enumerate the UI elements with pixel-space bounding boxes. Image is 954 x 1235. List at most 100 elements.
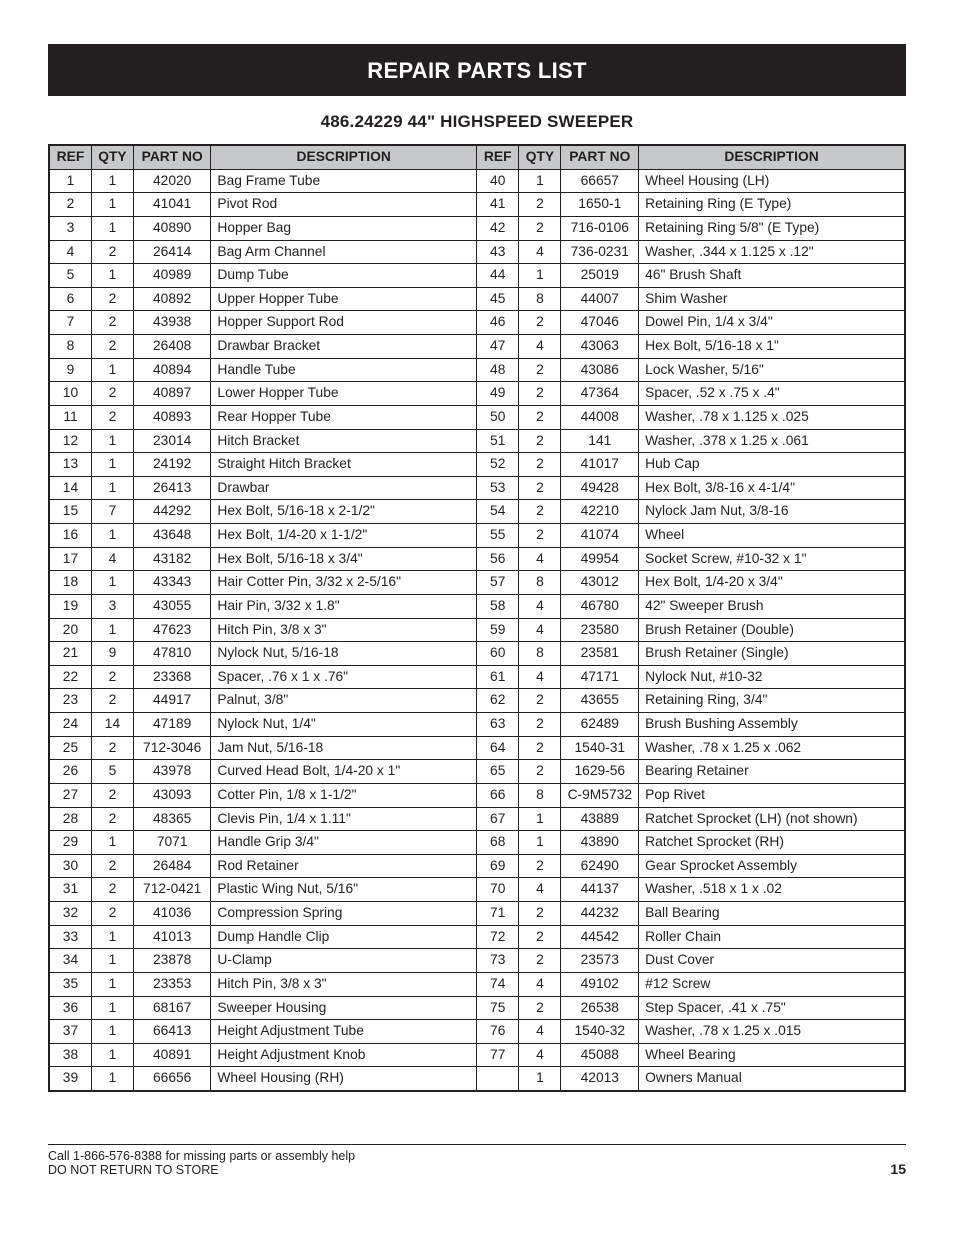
table-row: 22223368Spacer, .76 x 1 x .76" <box>50 665 477 689</box>
cell-qty: 2 <box>519 500 561 524</box>
cell-part: 43978 <box>133 760 210 784</box>
cell-desc: Wheel Bearing <box>639 1043 905 1067</box>
table-row: 3140890Hopper Bag <box>50 216 477 240</box>
cell-qty: 4 <box>519 972 561 996</box>
cell-ref: 25 <box>50 736 92 760</box>
table-row: 68143890Ratchet Sprocket (RH) <box>477 831 905 855</box>
table-row: 62243655Retaining Ring, 3/4" <box>477 689 905 713</box>
cell-part: 43093 <box>133 783 210 807</box>
cell-ref: 10 <box>50 382 92 406</box>
table-row: 668C-9M5732Pop Rivet <box>477 783 905 807</box>
cell-ref: 32 <box>50 902 92 926</box>
cell-qty: 2 <box>91 783 133 807</box>
table-row: 60823581Brush Retainer (Single) <box>477 642 905 666</box>
cell-qty: 7 <box>91 500 133 524</box>
cell-desc: Hitch Pin, 3/8 x 3" <box>211 618 477 642</box>
cell-part: 23014 <box>133 429 210 453</box>
cell-part: 44007 <box>561 287 639 311</box>
cell-part: 23581 <box>561 642 639 666</box>
cell-qty: 2 <box>91 878 133 902</box>
table-row: 55241074Wheel <box>477 524 905 548</box>
cell-qty: 2 <box>519 193 561 217</box>
cell-part: 40897 <box>133 382 210 406</box>
cell-desc: Lower Hopper Tube <box>211 382 477 406</box>
cell-ref: 38 <box>50 1043 92 1067</box>
table-row: 12123014Hitch Bracket <box>50 429 477 453</box>
cell-part: 41041 <box>133 193 210 217</box>
th-part: PART NO <box>133 146 210 170</box>
table-row: 15744292Hex Bolt, 5/16-18 x 2-1/2" <box>50 500 477 524</box>
cell-ref: 50 <box>477 405 519 429</box>
cell-desc: Wheel <box>639 524 905 548</box>
cell-desc: Hub Cap <box>639 453 905 477</box>
table-row: 13124192Straight Hitch Bracket <box>50 453 477 477</box>
page-footer: Call 1-866-576-8388 for missing parts or… <box>48 1144 906 1177</box>
cell-qty: 1 <box>91 453 133 477</box>
cell-qty: 2 <box>519 902 561 926</box>
cell-ref: 73 <box>477 949 519 973</box>
cell-desc: Brush Bushing Assembly <box>639 713 905 737</box>
cell-ref: 68 <box>477 831 519 855</box>
cell-ref: 4 <box>50 240 92 264</box>
cell-qty: 2 <box>519 689 561 713</box>
cell-qty: 2 <box>91 382 133 406</box>
cell-qty: 2 <box>519 405 561 429</box>
cell-part: 49954 <box>561 547 639 571</box>
table-row: 4412501946" Brush Shaft <box>477 264 905 288</box>
footer-line-2: DO NOT RETURN TO STORE <box>48 1163 355 1177</box>
table-row: 2917071Handle Grip 3/4" <box>50 831 477 855</box>
cell-part: 41013 <box>133 925 210 949</box>
cell-qty: 2 <box>91 287 133 311</box>
cell-ref: 36 <box>50 996 92 1020</box>
cell-desc: Spacer, .52 x .75 x .4" <box>639 382 905 406</box>
cell-desc: Hex Bolt, 1/4-20 x 1-1/2" <box>211 524 477 548</box>
table-row: 54242210Nylock Jam Nut, 3/8-16 <box>477 500 905 524</box>
cell-qty: 2 <box>91 335 133 359</box>
cell-part: 26538 <box>561 996 639 1020</box>
cell-ref: 51 <box>477 429 519 453</box>
cell-part: 40892 <box>133 287 210 311</box>
cell-qty: 1 <box>91 216 133 240</box>
cell-desc: Hex Bolt, 1/4-20 x 3/4" <box>639 571 905 595</box>
cell-part: 23878 <box>133 949 210 973</box>
cell-desc: Nylock Jam Nut, 3/8-16 <box>639 500 905 524</box>
table-row: 5140989Dump Tube <box>50 264 477 288</box>
cell-ref: 41 <box>477 193 519 217</box>
cell-qty: 2 <box>519 311 561 335</box>
cell-qty: 1 <box>91 524 133 548</box>
cell-qty: 1 <box>91 972 133 996</box>
table-row: 61447171Nylock Nut, #10-32 <box>477 665 905 689</box>
table-row: 70444137Washer, .518 x 1 x .02 <box>477 878 905 902</box>
cell-part: 43938 <box>133 311 210 335</box>
cell-ref: 17 <box>50 547 92 571</box>
cell-qty: 2 <box>519 760 561 784</box>
cell-desc: Washer, .78 x 1.25 x .062 <box>639 736 905 760</box>
cell-desc: Washer, .344 x 1.125 x .12" <box>639 240 905 264</box>
table-row: 57843012Hex Bolt, 1/4-20 x 3/4" <box>477 571 905 595</box>
cell-desc: Pop Rivet <box>639 783 905 807</box>
cell-desc: Hitch Pin, 3/8 x 3" <box>211 972 477 996</box>
cell-ref: 70 <box>477 878 519 902</box>
cell-qty: 4 <box>519 618 561 642</box>
cell-ref: 45 <box>477 287 519 311</box>
cell-part: 7071 <box>133 831 210 855</box>
cell-qty: 1 <box>91 996 133 1020</box>
cell-part: 41074 <box>561 524 639 548</box>
cell-desc: Clevis Pin, 1/4 x 1.11" <box>211 807 477 831</box>
table-row: 32241036Compression Spring <box>50 902 477 926</box>
table-row: 312712-0421Plastic Wing Nut, 5/16" <box>50 878 477 902</box>
cell-ref: 11 <box>50 405 92 429</box>
table-row: 14126413Drawbar <box>50 476 477 500</box>
cell-desc: Roller Chain <box>639 925 905 949</box>
cell-qty: 1 <box>519 1067 561 1091</box>
cell-ref: 69 <box>477 854 519 878</box>
cell-part: 40890 <box>133 216 210 240</box>
cell-desc: Handle Grip 3/4" <box>211 831 477 855</box>
cell-ref: 35 <box>50 972 92 996</box>
cell-qty: 4 <box>519 1043 561 1067</box>
table-row: 23244917Palnut, 3/8" <box>50 689 477 713</box>
cell-part: 24192 <box>133 453 210 477</box>
table-row: 9140894Handle Tube <box>50 358 477 382</box>
cell-ref: 2 <box>50 193 92 217</box>
table-header-right: REFQTYPART NODESCRIPTION <box>477 146 905 170</box>
